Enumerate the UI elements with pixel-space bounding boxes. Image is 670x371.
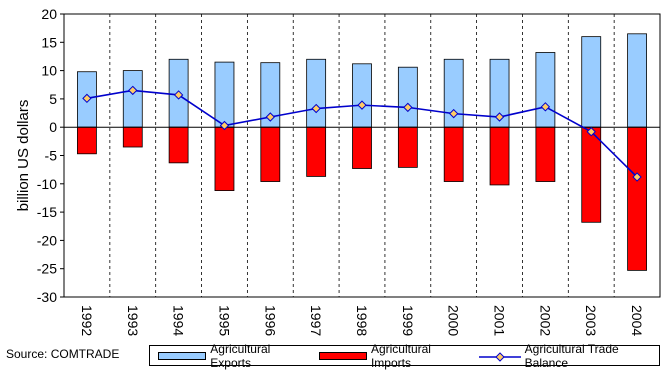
legend-label-exports: Agricultural Exports — [210, 341, 271, 370]
bar-import — [443, 126, 464, 182]
y-tick-label: -30 — [37, 289, 57, 305]
x-tick-label: 1993 — [125, 305, 141, 336]
bar-import — [581, 126, 602, 223]
balance-point — [82, 93, 92, 104]
balance-point — [311, 103, 321, 114]
y-tick-label: -10 — [37, 176, 57, 192]
bar-import — [77, 126, 97, 155]
y-tick-label: 0 — [49, 119, 57, 135]
x-tick-label: 2002 — [537, 305, 553, 336]
legend: Agricultural Exports Agricultural Import… — [149, 342, 660, 370]
y-axis-title: billion US dollars — [15, 100, 32, 212]
bar-export — [214, 61, 235, 128]
y-tick-label: 10 — [41, 63, 57, 79]
legend-line-balance — [478, 351, 521, 362]
legend-item-balance: Agricultural Trade Balance — [478, 341, 659, 370]
y-tick-label: 5 — [49, 91, 57, 107]
balance-point — [448, 108, 459, 119]
y-tick-label: -25 — [37, 261, 57, 277]
bar-export — [535, 52, 556, 128]
balance-point — [540, 102, 551, 112]
bar-import — [397, 126, 418, 168]
bar-export — [352, 63, 372, 128]
x-tick-label: 1995 — [216, 305, 232, 336]
legend-item-imports: Agricultural Imports — [318, 341, 471, 370]
bar-import — [306, 126, 327, 177]
bar-import — [489, 126, 510, 186]
bar-import — [122, 126, 143, 148]
x-tick-label: 1998 — [354, 305, 370, 336]
y-tick-label: -20 — [37, 232, 57, 248]
x-tick-label: 1997 — [308, 305, 324, 336]
source-note: Source: COMTRADE — [6, 347, 120, 361]
x-tick-label: 2000 — [446, 305, 462, 336]
y-tick-label: 15 — [41, 34, 57, 50]
bar-import — [214, 126, 235, 191]
x-tick-label: 1994 — [171, 305, 187, 336]
bar-export — [306, 58, 327, 128]
bar-import — [535, 126, 556, 182]
balance-point — [632, 172, 642, 182]
x-tick-label: 2003 — [583, 305, 599, 336]
balance-point — [265, 112, 276, 122]
legend-label-imports: Agricultural Imports — [370, 341, 431, 370]
legend-swatch-exports — [158, 351, 207, 360]
balance-point — [173, 90, 184, 100]
x-tick-label: 2004 — [629, 305, 645, 336]
y-tick-label: -5 — [45, 148, 58, 164]
y-tick-label: 20 — [41, 6, 57, 22]
bar-export — [397, 66, 418, 128]
x-tick-label: 2001 — [492, 305, 508, 336]
bar-import — [352, 126, 372, 169]
balance-point — [403, 102, 413, 113]
bar-export — [122, 70, 143, 128]
bar-import — [168, 126, 189, 164]
balance-point — [494, 112, 505, 122]
balance-point — [128, 85, 138, 96]
x-tick-label: 1999 — [400, 305, 416, 336]
balance-point — [586, 127, 596, 137]
bar-import — [627, 126, 647, 271]
y-tick-label: -15 — [37, 204, 57, 220]
bar-import — [260, 126, 281, 182]
balance-point — [219, 120, 230, 131]
balance-point — [357, 100, 367, 110]
x-tick-label: 1992 — [79, 305, 95, 336]
legend-swatch-imports — [318, 351, 367, 360]
x-tick-label: 1996 — [262, 305, 278, 336]
bar-export — [581, 36, 602, 128]
legend-item-exports: Agricultural Exports — [158, 342, 311, 370]
legend-label-balance: Agricultural Trade Balance — [524, 341, 619, 370]
bar-export — [627, 33, 647, 128]
